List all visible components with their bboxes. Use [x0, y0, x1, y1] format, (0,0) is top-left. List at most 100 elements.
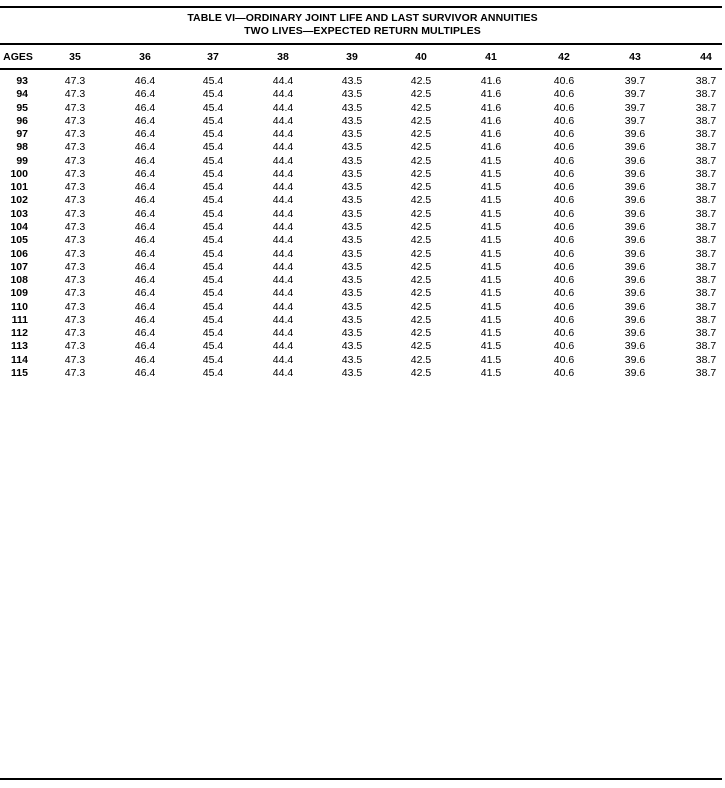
value-cell: 42.5 — [410, 101, 432, 114]
table-row: 114 47.3 46.4 45.4 44.4 43.5 42.5 41.5 40.6 39.6 3… — [0, 354, 725, 367]
column-header-42: 42 — [558, 51, 570, 63]
value-cell: 43.5 — [341, 88, 363, 101]
value-cell: 47.3 — [64, 327, 86, 340]
value-cell: 41.6 — [480, 101, 502, 114]
value-cell: 43.5 — [341, 207, 363, 220]
value-cell: 38.7 — [695, 234, 717, 247]
bottom-rule — [0, 778, 722, 780]
value-cell: 42.5 — [410, 313, 432, 326]
value-cell: 38.7 — [695, 274, 717, 287]
value-cell: 47.3 — [64, 340, 86, 353]
column-header-39: 39 — [346, 51, 358, 63]
value-cell: 39.6 — [624, 287, 646, 300]
table-row: 110 47.3 46.4 45.4 44.4 43.5 42.5 41.5 40.6 39.6 3… — [0, 301, 725, 314]
value-cell: 46.4 — [134, 247, 156, 260]
age-cell: 97 — [16, 128, 28, 141]
value-cell: 46.4 — [134, 313, 156, 326]
value-cell: 45.4 — [202, 340, 224, 353]
age-cell: 96 — [16, 114, 28, 127]
table-row: 105 47.3 46.4 45.4 44.4 43.5 42.5 41.5 40.6 39.6 3… — [0, 234, 725, 247]
age-cell: 103 — [10, 207, 28, 220]
value-cell: 40.6 — [553, 353, 575, 366]
value-cell: 42.5 — [410, 353, 432, 366]
table-row: 100 47.3 46.4 45.4 44.4 43.5 42.5 41.5 40.6 39.6 3… — [0, 168, 725, 181]
value-cell: 44.4 — [272, 260, 294, 273]
value-cell: 44.4 — [272, 88, 294, 101]
age-cell: 115 — [11, 366, 28, 379]
table-row: 115 47.3 46.4 45.4 44.4 43.5 42.5 41.5 40.6 39.6 3… — [0, 367, 725, 380]
value-cell: 40.6 — [553, 75, 575, 87]
value-cell: 46.4 — [134, 234, 156, 247]
value-cell: 42.5 — [410, 300, 432, 313]
value-cell: 39.6 — [624, 366, 646, 379]
value-cell: 43.5 — [341, 300, 363, 313]
value-cell: 40.6 — [553, 300, 575, 313]
age-cell: 105 — [10, 234, 28, 247]
value-cell: 40.6 — [553, 260, 575, 273]
table-row: 97 47.3 46.4 45.4 44.4 43.5 42.5 41.6 40.6 39.6 38… — [0, 128, 725, 141]
value-cell: 40.6 — [553, 340, 575, 353]
age-cell: 111 — [11, 313, 28, 326]
age-cell: 114 — [11, 353, 28, 366]
value-cell: 47.3 — [64, 300, 86, 313]
value-cell: 43.5 — [341, 101, 363, 114]
value-cell: 42.5 — [410, 75, 432, 87]
column-header-36: 36 — [139, 51, 151, 63]
age-cell: 93 — [16, 75, 28, 87]
column-header-43: 43 — [629, 51, 641, 63]
value-cell: 43.5 — [341, 274, 363, 287]
value-cell: 47.3 — [64, 88, 86, 101]
value-cell: 42.5 — [410, 181, 432, 194]
value-cell: 46.4 — [134, 75, 156, 87]
value-cell: 43.5 — [341, 128, 363, 141]
value-cell: 45.4 — [202, 194, 224, 207]
value-cell: 45.4 — [202, 274, 224, 287]
value-cell: 41.6 — [480, 114, 502, 127]
value-cell: 38.7 — [695, 327, 717, 340]
value-cell: 41.5 — [480, 234, 502, 247]
value-cell: 44.4 — [272, 75, 294, 87]
value-cell: 41.6 — [480, 88, 502, 101]
value-cell: 45.4 — [202, 114, 224, 127]
value-cell: 47.3 — [64, 75, 86, 87]
value-cell: 41.5 — [480, 287, 502, 300]
column-header-35: 35 — [69, 51, 81, 63]
value-cell: 42.5 — [410, 128, 432, 141]
table-subtitle: TWO LIVES—EXPECTED RETURN MULTIPLES — [244, 25, 481, 37]
value-cell: 44.4 — [272, 114, 294, 127]
value-cell: 40.6 — [553, 194, 575, 207]
value-cell: 38.7 — [695, 220, 717, 233]
value-cell: 46.4 — [134, 141, 156, 154]
value-cell: 43.5 — [341, 141, 363, 154]
value-cell: 46.4 — [134, 181, 156, 194]
table-row: 93 47.3 46.4 45.4 44.4 43.5 42.5 41.6 40.6 39.7 38… — [0, 75, 725, 88]
table-title: TABLE VI—ORDINARY JOINT LIFE AND LAST SU… — [187, 12, 538, 24]
value-cell: 46.4 — [134, 154, 156, 167]
value-cell: 47.3 — [64, 313, 86, 326]
value-cell: 40.6 — [553, 207, 575, 220]
age-cell: 112 — [11, 327, 28, 340]
age-cell: 95 — [16, 101, 28, 114]
value-cell: 43.5 — [341, 313, 363, 326]
value-cell: 41.5 — [480, 181, 502, 194]
value-cell: 39.6 — [624, 300, 646, 313]
value-cell: 42.5 — [410, 327, 432, 340]
value-cell: 42.5 — [410, 366, 432, 379]
value-cell: 40.6 — [553, 220, 575, 233]
value-cell: 42.5 — [410, 167, 432, 180]
value-cell: 40.6 — [553, 141, 575, 154]
value-cell: 45.4 — [202, 75, 224, 87]
column-header-37: 37 — [207, 51, 219, 63]
value-cell: 40.6 — [553, 287, 575, 300]
value-cell: 41.5 — [480, 366, 502, 379]
value-cell: 39.6 — [624, 353, 646, 366]
value-cell: 46.4 — [134, 327, 156, 340]
column-header-40: 40 — [415, 51, 427, 63]
value-cell: 45.4 — [202, 247, 224, 260]
value-cell: 47.3 — [64, 154, 86, 167]
table-row: 101 47.3 46.4 45.4 44.4 43.5 42.5 41.5 40.6 39.6 3… — [0, 181, 725, 194]
value-cell: 47.3 — [64, 141, 86, 154]
value-cell: 38.7 — [695, 154, 717, 167]
value-cell: 43.5 — [341, 181, 363, 194]
age-cell: 98 — [16, 141, 28, 154]
